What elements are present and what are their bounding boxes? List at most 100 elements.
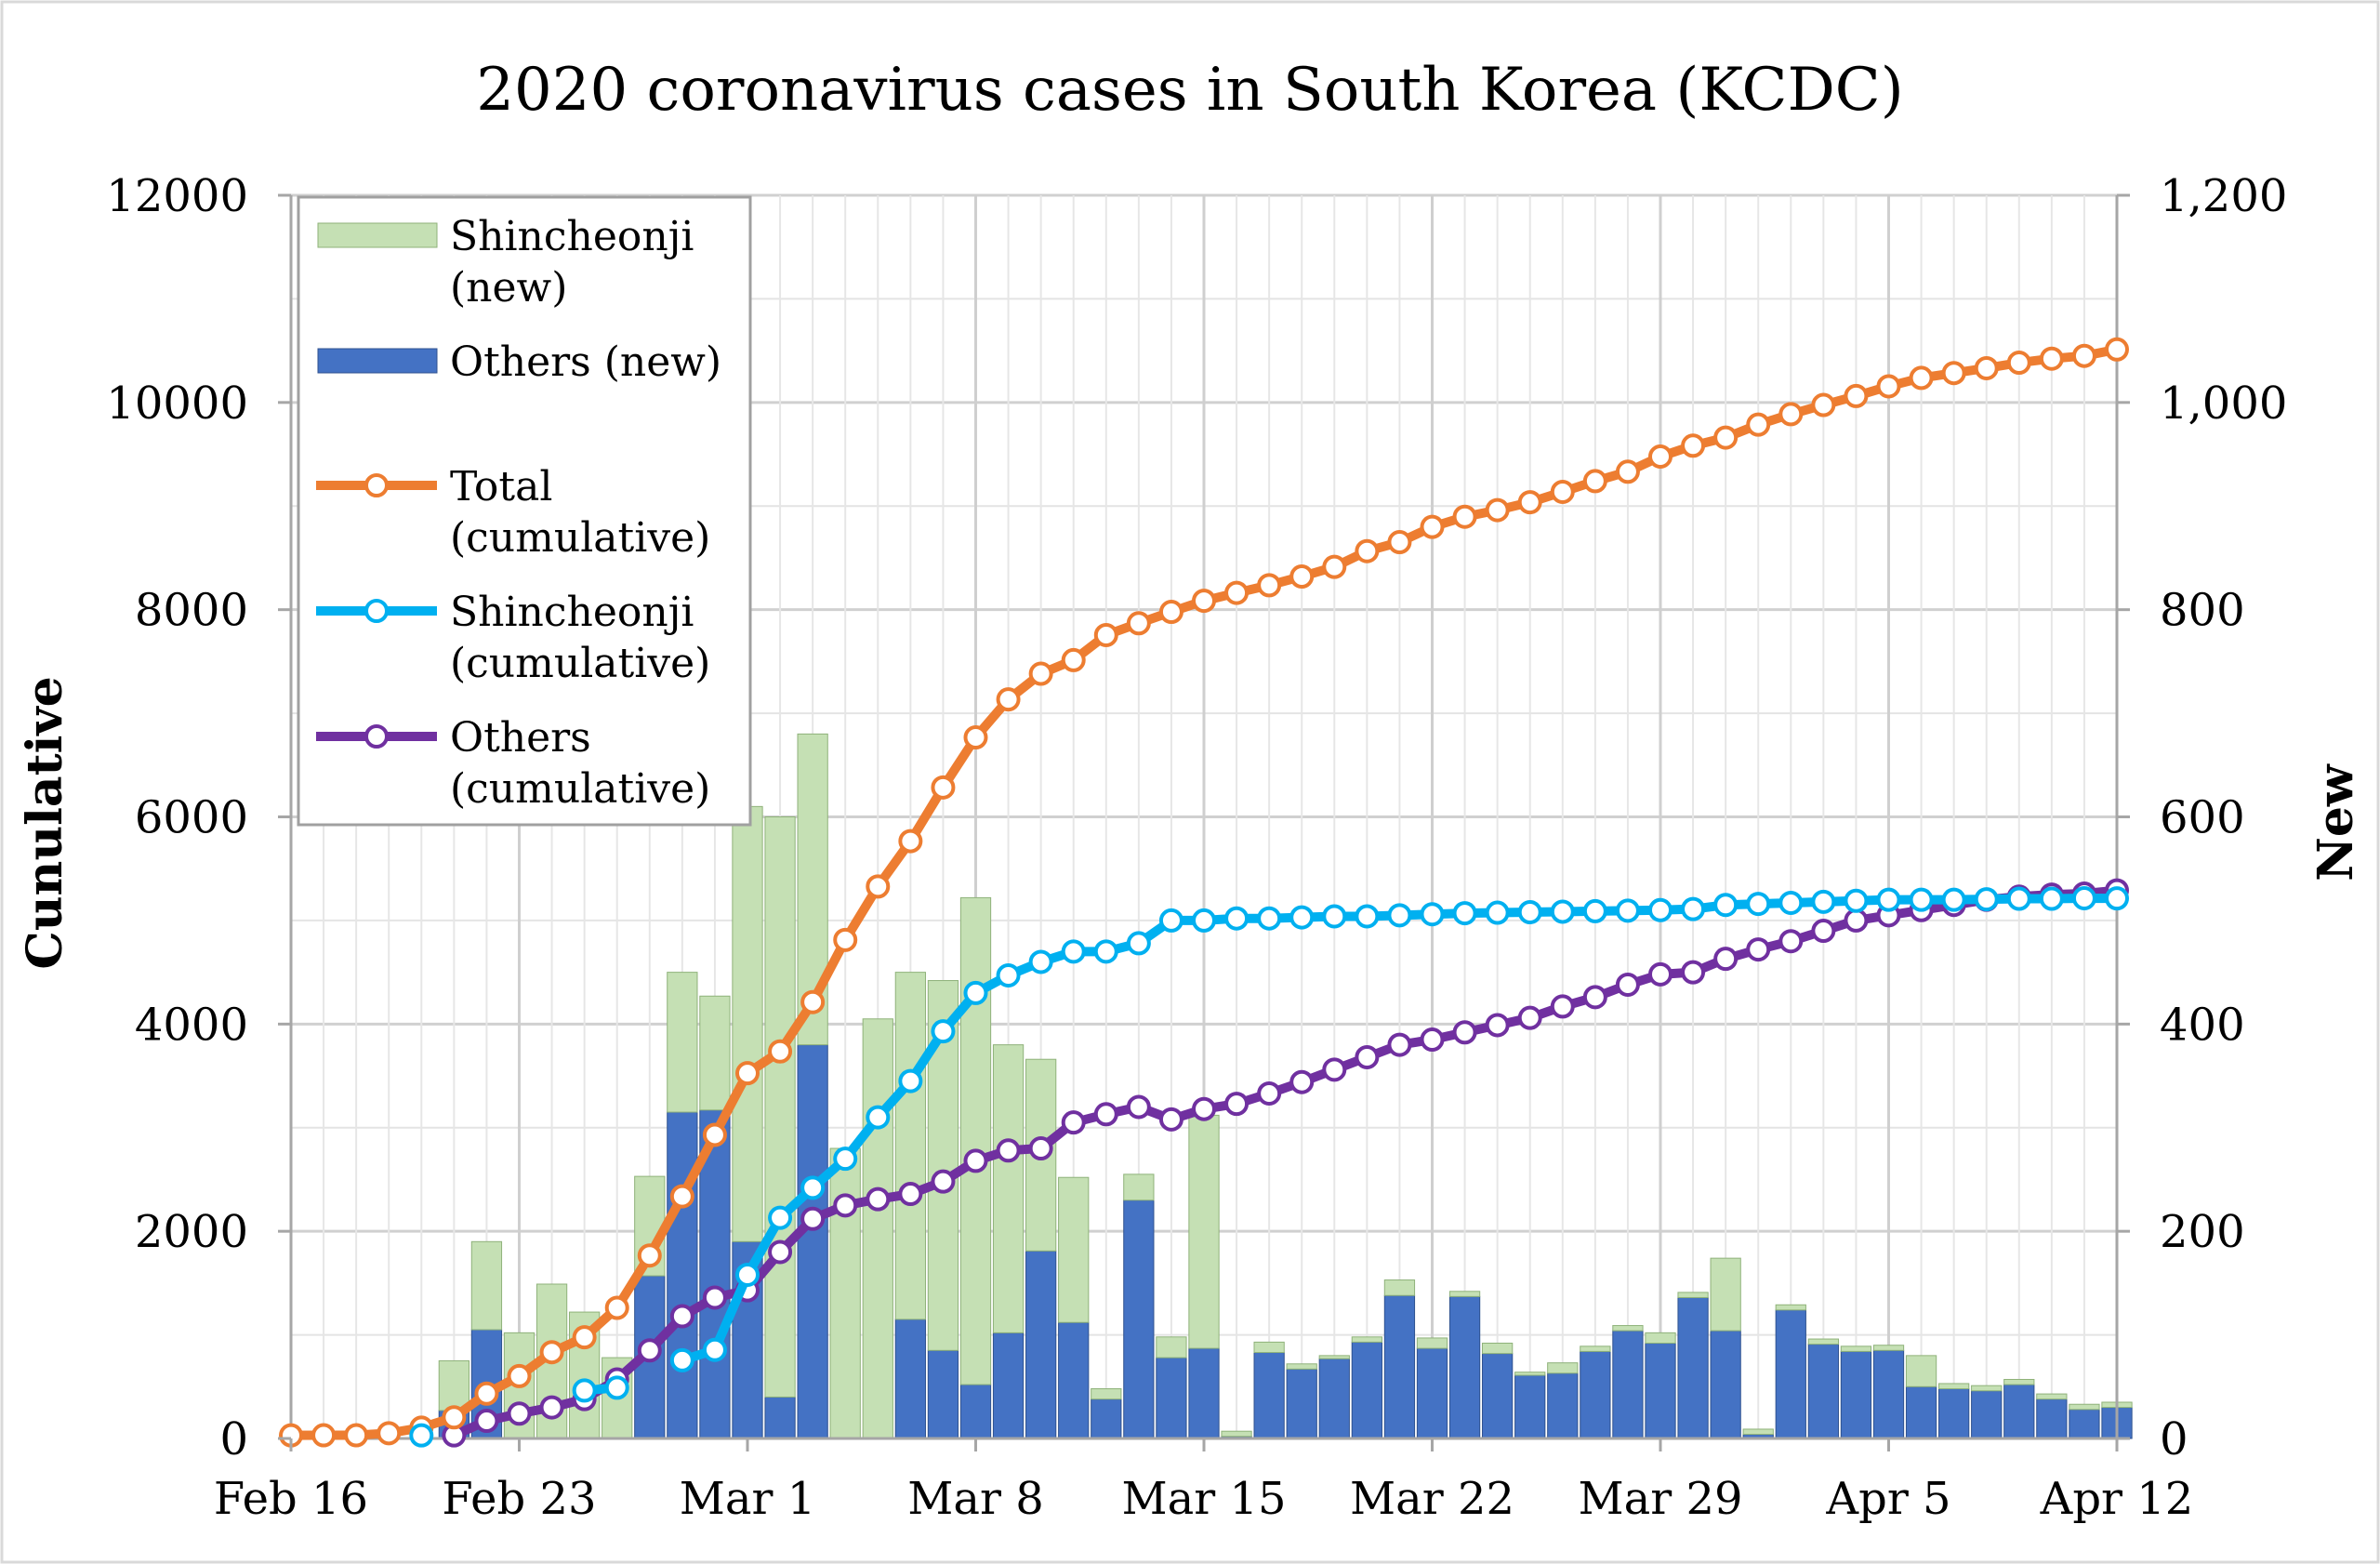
y-tick-label-left: 6000 (135, 792, 248, 844)
bar-others-new (1971, 1390, 2003, 1439)
bar-others-new (1253, 1352, 1285, 1439)
data-point (1811, 919, 1836, 944)
data-point (1876, 374, 1901, 399)
data-point (1876, 887, 1901, 912)
bar-shincheonji-new (1416, 1337, 1448, 1349)
data-point (669, 1347, 694, 1372)
bar-shincheonji-new (1807, 1338, 1839, 1345)
data-point (866, 874, 891, 899)
x-tick-label: Feb 23 (442, 1473, 596, 1525)
data-point (1061, 647, 1086, 672)
data-point (1517, 1005, 1542, 1030)
bar-shincheonji-new (1123, 1173, 1155, 1201)
data-point (931, 1169, 956, 1194)
data-point (1355, 538, 1380, 563)
legend-item: Shincheonji (cumulative) (316, 589, 710, 687)
y-axis-label-left: Cunulative (17, 676, 73, 969)
data-point (539, 1340, 564, 1365)
data-point (1387, 1032, 1412, 1057)
data-point (1224, 1092, 1250, 1117)
data-point (507, 1363, 532, 1388)
data-point (1485, 1013, 1510, 1038)
bar-others-new (1872, 1349, 1905, 1439)
data-point (833, 1146, 858, 1172)
lines (279, 337, 2129, 1448)
data-point (2071, 343, 2096, 368)
data-point (1778, 890, 1804, 915)
data-point (1452, 1020, 1477, 1045)
legend-item: Others (cumulative) (316, 714, 710, 813)
bar-others-new (1025, 1250, 1057, 1439)
bar-others-new (2069, 1409, 2100, 1439)
bar-others-new (764, 1396, 796, 1439)
bar-others-new (1612, 1330, 1644, 1439)
bar-others-new (959, 1384, 992, 1439)
data-point (1289, 905, 1315, 930)
bar-shincheonji-new (1547, 1362, 1579, 1374)
bar-others-new (2036, 1398, 2068, 1439)
bar-shincheonji-new (1383, 1279, 1416, 1296)
bar-shincheonji-new (1872, 1345, 1905, 1351)
data-point (669, 1184, 694, 1209)
legend-label: Total (cumulative) (450, 463, 710, 562)
bar-shincheonji-new (1612, 1325, 1644, 1332)
bar-shincheonji-new (1448, 1291, 1481, 1297)
data-point (1713, 893, 1739, 918)
data-point (1289, 1069, 1315, 1094)
x-tick-label: Mar 15 (1121, 1473, 1286, 1525)
bar-others-new (1156, 1357, 1187, 1439)
data-point (604, 1375, 629, 1400)
data-point (866, 1105, 891, 1130)
bar-others-new (797, 1044, 828, 1439)
data-point (1746, 937, 1771, 962)
data-point (1648, 897, 1673, 922)
left-axis-ticks: 0 2000 4000 6000 8000 10000 12000 (106, 170, 291, 1465)
data-point (1028, 1136, 1053, 1161)
bar-others-new (992, 1332, 1025, 1439)
legend-label: Shincheonji (new) (450, 213, 694, 311)
y-tick-label-left: 10000 (106, 378, 248, 430)
data-point (1648, 444, 1673, 469)
x-tick-label: Feb 16 (214, 1473, 368, 1525)
data-point (866, 1186, 891, 1212)
data-point (1582, 985, 1607, 1010)
data-point (1420, 514, 1445, 539)
data-point (833, 927, 858, 952)
data-point (1941, 361, 1966, 386)
data-point (1517, 490, 1542, 515)
bar-others-new (1807, 1344, 1839, 1439)
data-point (1061, 1110, 1086, 1135)
bar-shincheonji-new (1677, 1292, 1709, 1298)
bar-others-new (1840, 1350, 1872, 1439)
data-point (1746, 412, 1771, 437)
data-point (963, 980, 988, 1005)
bar-others-new (1416, 1347, 1448, 1439)
data-point (1582, 469, 1607, 494)
bar-others-new (2003, 1384, 2035, 1439)
data-point (1028, 949, 1053, 974)
bar-shincheonji-new (894, 972, 926, 1320)
data-point (1192, 908, 1216, 933)
bar-shincheonji-new (1156, 1336, 1187, 1359)
bar-shincheonji-new (1253, 1341, 1285, 1354)
data-point (898, 828, 923, 854)
data-point (1746, 892, 1771, 917)
bar-others-new (1383, 1294, 1416, 1439)
data-point (2105, 337, 2129, 362)
bar-shincheonji-new (1938, 1383, 1970, 1390)
x-tick-label: Mar 22 (1350, 1473, 1514, 1525)
y-tick-label-right: 200 (2160, 1206, 2245, 1258)
bar-shincheonji-new (1318, 1355, 1350, 1359)
data-point (1452, 901, 1477, 926)
data-point (1550, 994, 1575, 1019)
bar-shincheonji-new (2003, 1378, 2035, 1385)
data-point (1778, 402, 1804, 427)
y-tick-label-left: 2000 (135, 1206, 248, 1258)
bar-shincheonji-new (1710, 1257, 1741, 1332)
bar-others-new (667, 1111, 698, 1439)
bar-shincheonji-new (699, 995, 731, 1111)
legend-label: Others (new) (450, 338, 721, 386)
data-point (1615, 972, 1640, 997)
data-point (1681, 960, 1706, 985)
